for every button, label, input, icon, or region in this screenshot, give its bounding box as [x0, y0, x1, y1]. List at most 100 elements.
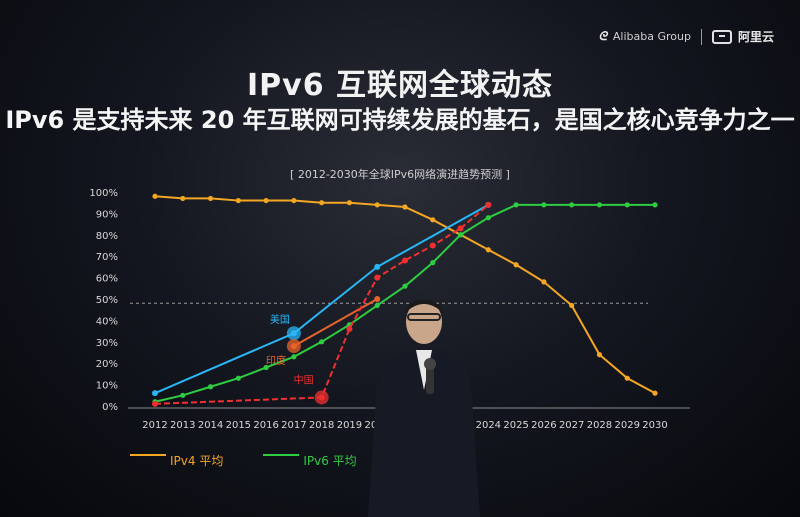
speaker-figure: [368, 300, 480, 517]
aliyun-logo-icon: [711, 29, 732, 44]
annotation-marker-india: [286, 339, 301, 354]
data-point-ipv4: [180, 195, 186, 202]
y-tick-label: 100%: [89, 188, 118, 199]
data-point-ipv4: [541, 279, 547, 285]
data-point-usa: [374, 263, 381, 270]
data-point-ipv4: [596, 352, 603, 358]
x-tick-label: 2026: [531, 420, 556, 431]
data-point-ipv4: [569, 302, 575, 309]
data-point-ipv6: [263, 364, 269, 371]
x-tick-label: 2027: [559, 420, 584, 431]
data-point-ipv6: [291, 354, 297, 360]
data-point-ipv4: [402, 204, 408, 210]
x-tick-label: 2012: [142, 420, 167, 431]
legend-swatch-ipv6: [263, 453, 300, 456]
legend-item-ipv4: IPv4 平均: [130, 452, 223, 469]
data-point-ipv4: [319, 200, 325, 206]
data-point-ipv6: [485, 215, 491, 221]
data-point-ipv6: [402, 283, 408, 289]
annotation-label-india: 印度: [266, 354, 286, 367]
slide-title: IPv6 互联网全球动态: [246, 68, 554, 103]
y-tick-label: 0%: [102, 402, 118, 413]
y-tick-label: 60%: [96, 274, 118, 285]
data-point-ipv4: [624, 375, 630, 381]
data-point-ipv6: [652, 202, 658, 208]
series-line-usa: [154, 203, 489, 395]
x-tick-label: 2025: [503, 420, 528, 431]
aliyun-label: 阿里云: [737, 30, 774, 44]
data-point-usa: [152, 390, 158, 397]
data-point-china: [429, 242, 436, 249]
y-tick-label: 80%: [96, 231, 118, 242]
slide-subtitle: IPv6 是支持未来 20 年互联网可持续发展的基石，是国之核心竞争力之一: [5, 106, 795, 134]
x-tick-label: 2028: [587, 420, 612, 431]
data-point-ipv6: [374, 302, 380, 309]
data-point-ipv4: [263, 197, 269, 204]
y-tick-label: 40%: [96, 316, 118, 327]
data-point-ipv6: [624, 202, 630, 208]
data-point-ipv4: [652, 390, 658, 396]
alibaba-group-label: Alibaba Group: [612, 30, 691, 43]
data-point-ipv6: [180, 392, 186, 398]
y-tick-label: 20%: [96, 359, 118, 370]
annotation-marker-china: [314, 390, 329, 405]
x-tick-label: 2018: [309, 420, 334, 431]
y-tick-label: 50%: [96, 295, 118, 306]
data-point-ipv4: [152, 193, 158, 199]
speaker-head: [406, 300, 442, 344]
data-point-china: [346, 325, 353, 332]
speaker-suit: [368, 350, 480, 517]
data-point-ipv4: [374, 202, 380, 208]
y-tick-label: 90%: [96, 209, 118, 220]
x-tick-label: 2014: [198, 420, 223, 431]
brand-logo: ᘓ Alibaba Group 阿里云: [598, 28, 774, 45]
logo-divider: [700, 28, 702, 45]
data-point-ipv4: [513, 262, 519, 268]
x-tick-label: 2015: [226, 420, 251, 431]
data-point-ipv6: [319, 339, 325, 345]
x-tick-label: 2017: [281, 420, 306, 431]
y-tick-label: 30%: [96, 338, 118, 349]
legend-item-ipv6: IPv6 平均: [263, 452, 357, 469]
legend-label-ipv6: IPv6 平均: [303, 454, 357, 468]
data-point-china: [457, 225, 464, 232]
chart-title: [ 2012-2030年全球IPv6网络演进趋势预测 ]: [290, 168, 510, 181]
data-point-china: [485, 201, 492, 208]
annotation-label-china: 中国: [294, 373, 314, 386]
data-point-ipv6: [207, 384, 214, 390]
y-tick-label: 70%: [96, 252, 118, 263]
data-point-ipv4: [485, 247, 491, 253]
data-point-ipv4: [235, 197, 241, 204]
data-point-ipv6: [541, 202, 547, 208]
data-point-ipv4: [207, 195, 214, 202]
x-tick-label: 2013: [170, 420, 195, 431]
data-point-ipv4: [291, 197, 297, 204]
x-tick-label: 2016: [253, 420, 278, 431]
data-point-ipv4: [346, 200, 353, 206]
x-tick-label: 2029: [614, 420, 639, 431]
y-tick-label: 10%: [96, 381, 118, 392]
legend-label-ipv4: IPv4 平均: [170, 454, 224, 468]
series-line-india: [293, 298, 378, 347]
data-point-ipv6: [457, 232, 464, 238]
series-line-china: [154, 204, 489, 405]
microphone-icon: [426, 364, 434, 394]
data-point-ipv6: [235, 375, 241, 381]
x-tick-label: 2024: [476, 420, 501, 431]
data-point-ipv6: [430, 260, 436, 266]
data-point-china: [374, 274, 381, 281]
data-point-india: [374, 296, 381, 302]
annotation-label-usa: 美国: [270, 313, 290, 326]
x-tick-label: 2030: [642, 420, 667, 431]
legend-swatch-ipv4: [130, 453, 166, 456]
data-point-ipv6: [596, 202, 603, 208]
data-point-ipv4: [430, 217, 436, 223]
data-point-china: [402, 257, 408, 264]
data-point-china: [152, 400, 158, 407]
data-point-ipv6: [569, 202, 575, 208]
x-tick-label: 2019: [337, 420, 362, 431]
alibaba-logo-icon: ᘓ: [598, 29, 607, 43]
data-point-ipv6: [513, 202, 519, 208]
annotation-marker-usa: [286, 326, 301, 341]
